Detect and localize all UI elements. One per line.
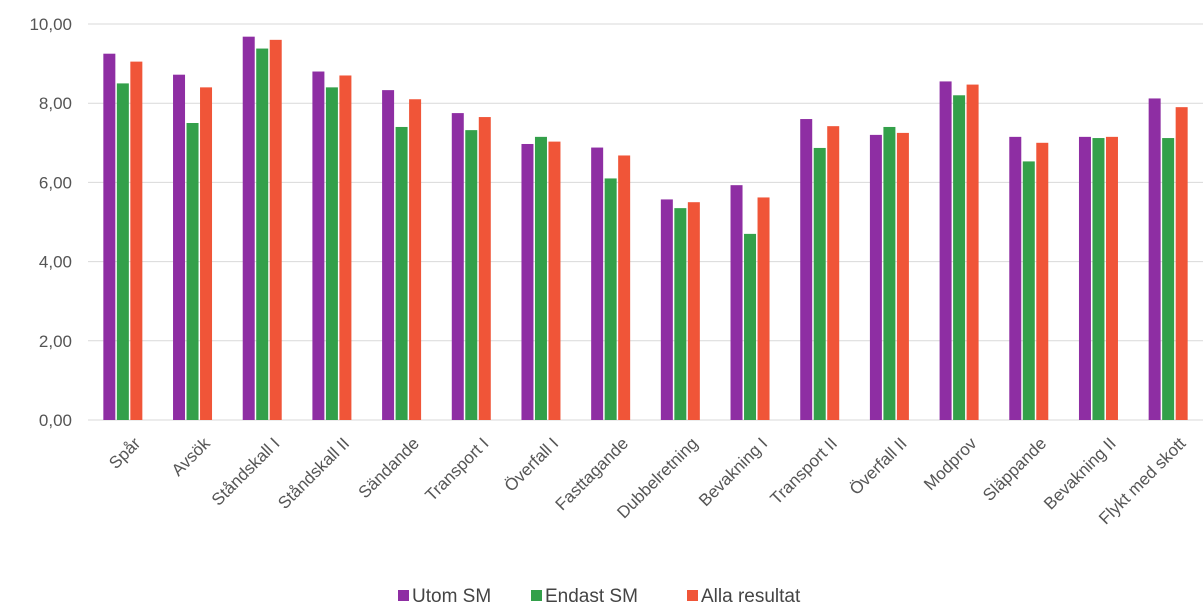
bar	[744, 233, 757, 420]
bar	[242, 36, 255, 421]
bar	[312, 71, 325, 421]
bar	[1036, 142, 1049, 421]
legend-label: Utom SM	[412, 586, 491, 607]
bar	[660, 199, 673, 420]
bar	[883, 126, 896, 421]
x-category-label: Transport II	[767, 434, 841, 508]
legend-label: Alla resultat	[701, 586, 801, 607]
legend-swatch	[687, 590, 698, 601]
y-axis-tick-labels: 0,00 2,00 4,00 6,00 8,00 10,00	[29, 15, 72, 430]
legend-swatch	[531, 590, 542, 601]
x-category-label: Släppande	[979, 434, 1050, 505]
bar	[173, 74, 186, 421]
bar	[674, 208, 687, 420]
legend-label: Endast SM	[545, 586, 638, 607]
bar	[1092, 138, 1105, 420]
bar	[800, 119, 813, 420]
x-category-label: Ståndskall II	[274, 434, 353, 513]
bar	[1162, 138, 1175, 420]
bar	[339, 75, 352, 420]
x-category-label: Modprov	[920, 434, 981, 495]
bar	[827, 126, 840, 420]
bar	[409, 99, 422, 421]
bar	[116, 83, 129, 421]
y-tick-label: 10,00	[29, 15, 72, 34]
bar	[521, 143, 534, 420]
x-category-label: Överfall II	[846, 434, 911, 499]
bar	[1022, 161, 1035, 421]
bar	[1148, 98, 1161, 420]
x-category-label: Överfall I	[501, 434, 563, 496]
bar	[687, 202, 700, 420]
bar	[1175, 107, 1188, 420]
y-tick-label: 0,00	[39, 411, 72, 430]
bar	[451, 113, 464, 420]
bar	[186, 123, 199, 420]
bar	[1009, 136, 1022, 421]
bar	[591, 147, 604, 420]
y-tick-label: 4,00	[39, 253, 72, 272]
bar	[730, 185, 743, 420]
bar	[478, 117, 491, 420]
x-category-label: Transport I	[421, 434, 492, 505]
x-category-label: Ståndskall I	[208, 434, 284, 510]
legend: Utom SM Endast SM Alla resultat	[398, 586, 801, 607]
x-category-label: Bevakning I	[695, 434, 771, 510]
bar	[618, 155, 631, 421]
bar	[465, 130, 478, 421]
bar	[382, 90, 395, 420]
bar	[966, 84, 979, 420]
y-tick-label: 8,00	[39, 94, 72, 113]
bar	[395, 126, 408, 421]
gridlines	[88, 23, 1203, 421]
bar	[896, 132, 909, 420]
x-category-label: Spår	[105, 434, 144, 473]
bar	[534, 136, 547, 421]
bars	[103, 36, 1188, 421]
x-category-label: Sändande	[355, 434, 423, 502]
bar	[604, 178, 617, 420]
bar	[939, 81, 952, 421]
y-tick-label: 2,00	[39, 332, 72, 351]
bar	[325, 87, 338, 421]
x-category-label: Avsök	[168, 434, 214, 480]
bar	[103, 53, 116, 420]
bar	[757, 197, 770, 420]
bar	[548, 141, 561, 420]
bar	[953, 95, 966, 420]
y-tick-label: 6,00	[39, 173, 72, 192]
bar	[256, 48, 269, 420]
legend-swatch	[398, 590, 409, 601]
bar	[130, 61, 143, 421]
bar	[1105, 136, 1118, 421]
bar	[1078, 136, 1091, 421]
bar	[200, 87, 213, 421]
bar	[869, 134, 882, 420]
bar	[269, 39, 282, 421]
bar	[813, 147, 826, 420]
